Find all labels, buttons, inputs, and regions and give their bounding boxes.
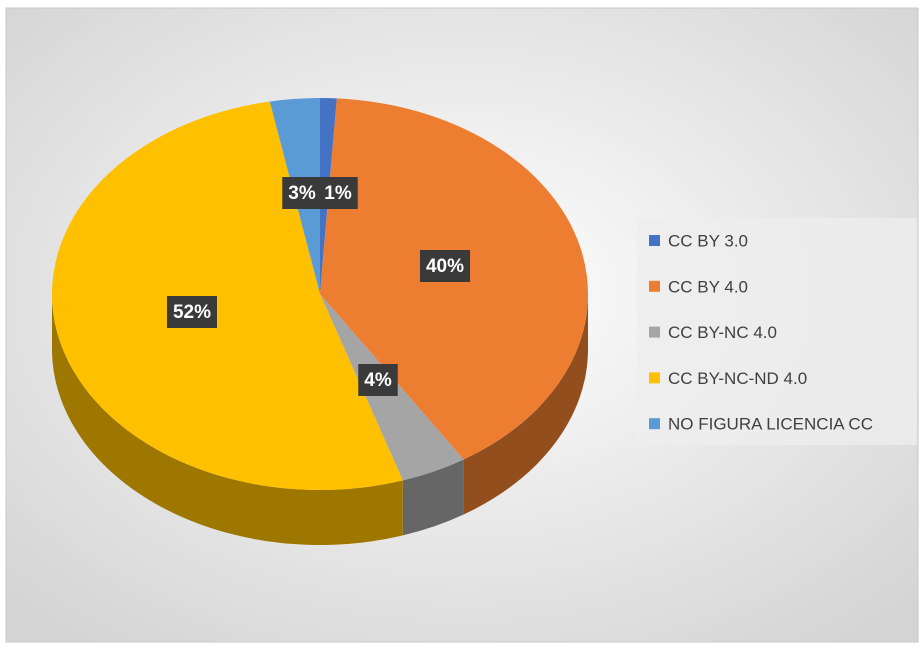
data-label-box	[419, 250, 471, 282]
legend-swatch	[649, 235, 660, 246]
data-label: 1%	[324, 183, 352, 204]
data-label: 3%	[288, 183, 316, 204]
data-label: 4%	[364, 370, 392, 391]
pie-side	[52, 294, 403, 546]
legend-label: CC BY 3.0	[668, 231, 748, 250]
legend-swatch	[649, 326, 660, 338]
data-label: 40%	[426, 256, 464, 277]
pie-side	[402, 459, 464, 536]
legend-label: NO FIGURA LICENCIA CC	[668, 415, 873, 434]
legend-swatch	[649, 372, 660, 384]
legend-swatch	[649, 418, 660, 430]
legend-swatch	[649, 280, 660, 292]
data-label-box	[166, 296, 218, 328]
data-label-box	[318, 177, 358, 209]
data-label: 52%	[173, 302, 211, 323]
legend-label: CC BY-NC 4.0	[668, 323, 777, 342]
pie-slice	[51, 101, 403, 491]
legend-label: CC BY-NC-ND 4.0	[668, 369, 807, 388]
legend-label: CC BY 4.0	[668, 277, 748, 296]
legend-box	[637, 218, 917, 445]
pie-side	[463, 294, 588, 515]
data-label-box	[282, 177, 322, 209]
data-label-box	[358, 364, 398, 396]
